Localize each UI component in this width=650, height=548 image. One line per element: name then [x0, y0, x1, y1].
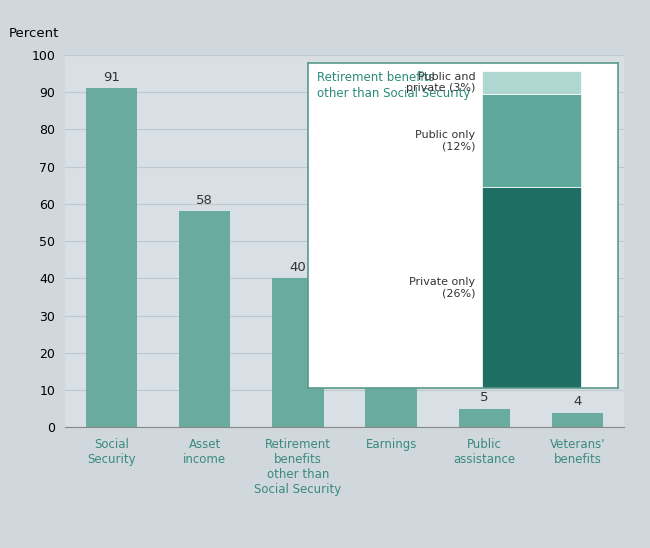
Bar [365, 345, 417, 427]
Text: 4: 4 [573, 395, 582, 408]
Text: Percent: Percent [9, 27, 60, 40]
Bar [459, 409, 510, 427]
Bar [272, 278, 324, 427]
Text: 58: 58 [196, 194, 213, 207]
Bar [86, 88, 137, 427]
Text: 22: 22 [383, 328, 400, 341]
Bar [552, 413, 603, 427]
Bar [482, 94, 581, 187]
Text: Retirement benefits
other than Social Security: Retirement benefits other than Social Se… [317, 71, 471, 100]
Bar [482, 187, 581, 388]
Text: 91: 91 [103, 71, 120, 84]
Text: Public and
private (3%): Public and private (3%) [406, 72, 475, 93]
Text: 5: 5 [480, 391, 489, 404]
Bar [482, 71, 581, 94]
Text: Private only
(26%): Private only (26%) [410, 277, 475, 298]
Text: 40: 40 [289, 261, 306, 274]
Text: Public only
(12%): Public only (12%) [415, 129, 475, 151]
Bar [179, 212, 230, 427]
